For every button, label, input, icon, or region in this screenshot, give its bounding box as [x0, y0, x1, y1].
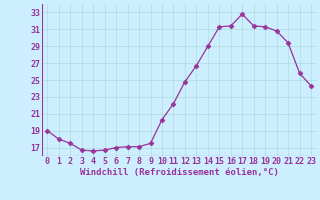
X-axis label: Windchill (Refroidissement éolien,°C): Windchill (Refroidissement éolien,°C): [80, 168, 279, 177]
